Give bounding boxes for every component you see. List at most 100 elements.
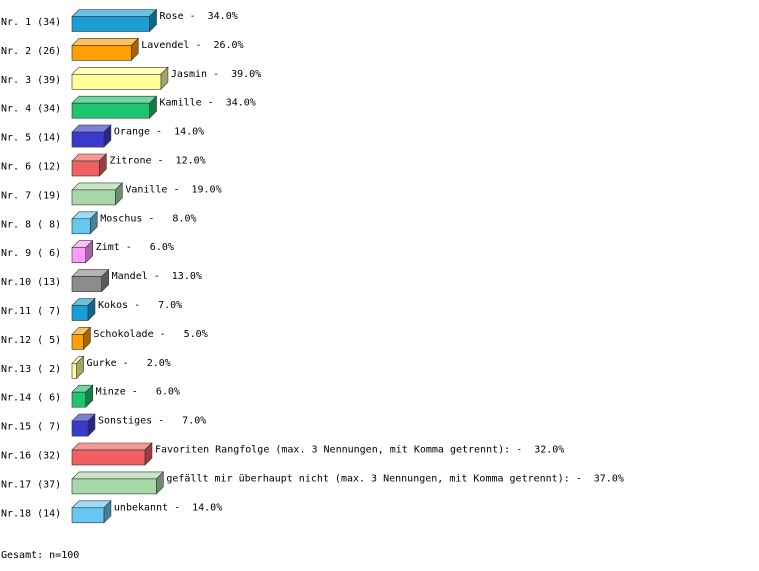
bar-label: Rose - 34.0% (160, 11, 238, 22)
value-label: 12.0% (176, 156, 206, 167)
separator: - (132, 387, 138, 398)
value-label: 32.0% (534, 445, 564, 456)
separator: - (208, 98, 214, 109)
bar (71, 276, 102, 292)
row-label: Nr. 5 (14) (1, 133, 61, 144)
value-label: 26.0% (213, 40, 243, 51)
bar (71, 74, 162, 90)
bar (71, 160, 100, 177)
separator: - (173, 184, 179, 195)
bar (71, 334, 84, 350)
separator: - (158, 416, 164, 427)
value-label: 5.0% (184, 329, 208, 340)
separator: - (126, 242, 132, 253)
value-label: 8.0% (172, 213, 196, 224)
bar (71, 131, 105, 148)
row-label: Nr.11 ( 7) (1, 306, 61, 317)
row-label: Nr. 9 ( 6) (1, 248, 61, 259)
bar-label: Jasmin - 39.0% (171, 69, 261, 80)
bar (71, 391, 86, 408)
category-label: unbekannt (114, 502, 168, 513)
bar (71, 449, 146, 466)
bar (71, 420, 89, 437)
category-label: Jasmin (171, 69, 207, 80)
value-label: 6.0% (156, 387, 180, 398)
bar-top (71, 471, 165, 480)
row-label: Nr.12 ( 5) (1, 335, 61, 346)
row-label: Nr. 2 (26) (1, 46, 61, 57)
bar (71, 218, 91, 235)
bar-label: Vanille - 19.0% (125, 184, 221, 195)
row-label: Nr.18 (14) (1, 508, 61, 519)
bar-label: Schokolade - 5.0% (93, 329, 207, 340)
category-label: Mandel (112, 271, 148, 282)
category-label: Schokolade (93, 329, 153, 340)
category-label: Gurke (87, 358, 117, 369)
separator: - (576, 473, 582, 484)
bar-label: Lavendel - 26.0% (141, 40, 243, 51)
category-label: Minze (96, 387, 126, 398)
bar (71, 305, 89, 321)
bar-label: Moschus - 8.0% (100, 213, 196, 224)
value-label: 7.0% (182, 416, 206, 427)
category-label: Lavendel (141, 40, 189, 51)
category-label: Vanille (125, 184, 167, 195)
separator: - (148, 213, 154, 224)
row-label: Nr.16 (32) (1, 451, 61, 462)
row-label: Nr. 3 (39) (1, 75, 61, 86)
value-label: 34.0% (208, 11, 238, 22)
bar (71, 45, 132, 61)
separator: - (213, 69, 219, 80)
category-label: Moschus (100, 213, 142, 224)
bar-top (71, 9, 158, 17)
value-label: 13.0% (172, 271, 202, 282)
separator: - (195, 40, 201, 51)
category-label: Zitrone (109, 156, 151, 167)
value-label: 14.0% (192, 502, 222, 513)
separator: - (134, 300, 140, 311)
row-label: Nr.14 ( 6) (1, 393, 61, 404)
row-label: Nr.15 ( 7) (1, 422, 61, 433)
bar-label: Minze - 6.0% (96, 387, 180, 398)
category-label: Orange (114, 127, 150, 138)
separator: - (158, 156, 164, 167)
bar (71, 478, 157, 495)
category-label: Rose (160, 11, 184, 22)
row-label: Nr. 8 ( 8) (1, 219, 61, 230)
row-label: Nr. 6 (12) (1, 162, 61, 173)
value-label: 39.0% (231, 69, 261, 80)
separator: - (123, 358, 129, 369)
row-label: Nr.13 ( 2) (1, 364, 61, 375)
bar-label: Favoriten Rangfolge (max. 3 Nennungen, m… (155, 445, 564, 456)
category-label: Sonstiges (98, 416, 152, 427)
category-label: gefällt mir überhaupt nicht (max. 3 Nenn… (166, 473, 569, 484)
bar-label: gefällt mir überhaupt nicht (max. 3 Nenn… (166, 473, 624, 484)
bar-label: Mandel - 13.0% (112, 271, 202, 282)
value-label: 37.0% (594, 473, 624, 484)
bar-label: Sonstiges - 7.0% (98, 416, 206, 427)
bar-top (71, 67, 169, 75)
category-label: Favoriten Rangfolge (max. 3 Nennungen, m… (155, 445, 510, 456)
category-label: Zimt (96, 242, 120, 253)
category-label: Kokos (98, 300, 128, 311)
separator: - (154, 271, 160, 282)
row-label: Nr.17 (37) (1, 479, 61, 490)
footer: Gesamt: n=100 (1, 550, 79, 561)
separator: - (174, 502, 180, 513)
bar (71, 16, 150, 32)
separator: - (156, 127, 162, 138)
bar-label: unbekannt - 14.0% (114, 502, 222, 513)
bar-top (71, 182, 124, 191)
value-label: 7.0% (158, 300, 182, 311)
bar-label: Zimt - 6.0% (96, 242, 174, 253)
bar-top (71, 38, 140, 46)
bar-label: Kokos - 7.0% (98, 300, 182, 311)
bar-top (71, 95, 158, 104)
row-label: Nr.10 (13) (1, 277, 61, 288)
value-label: 34.0% (226, 98, 256, 109)
bar (71, 189, 116, 206)
bar-label: Orange - 14.0% (114, 127, 204, 138)
bar-label: Kamille - 34.0% (160, 98, 256, 109)
row-label: Nr. 7 (19) (1, 190, 61, 201)
